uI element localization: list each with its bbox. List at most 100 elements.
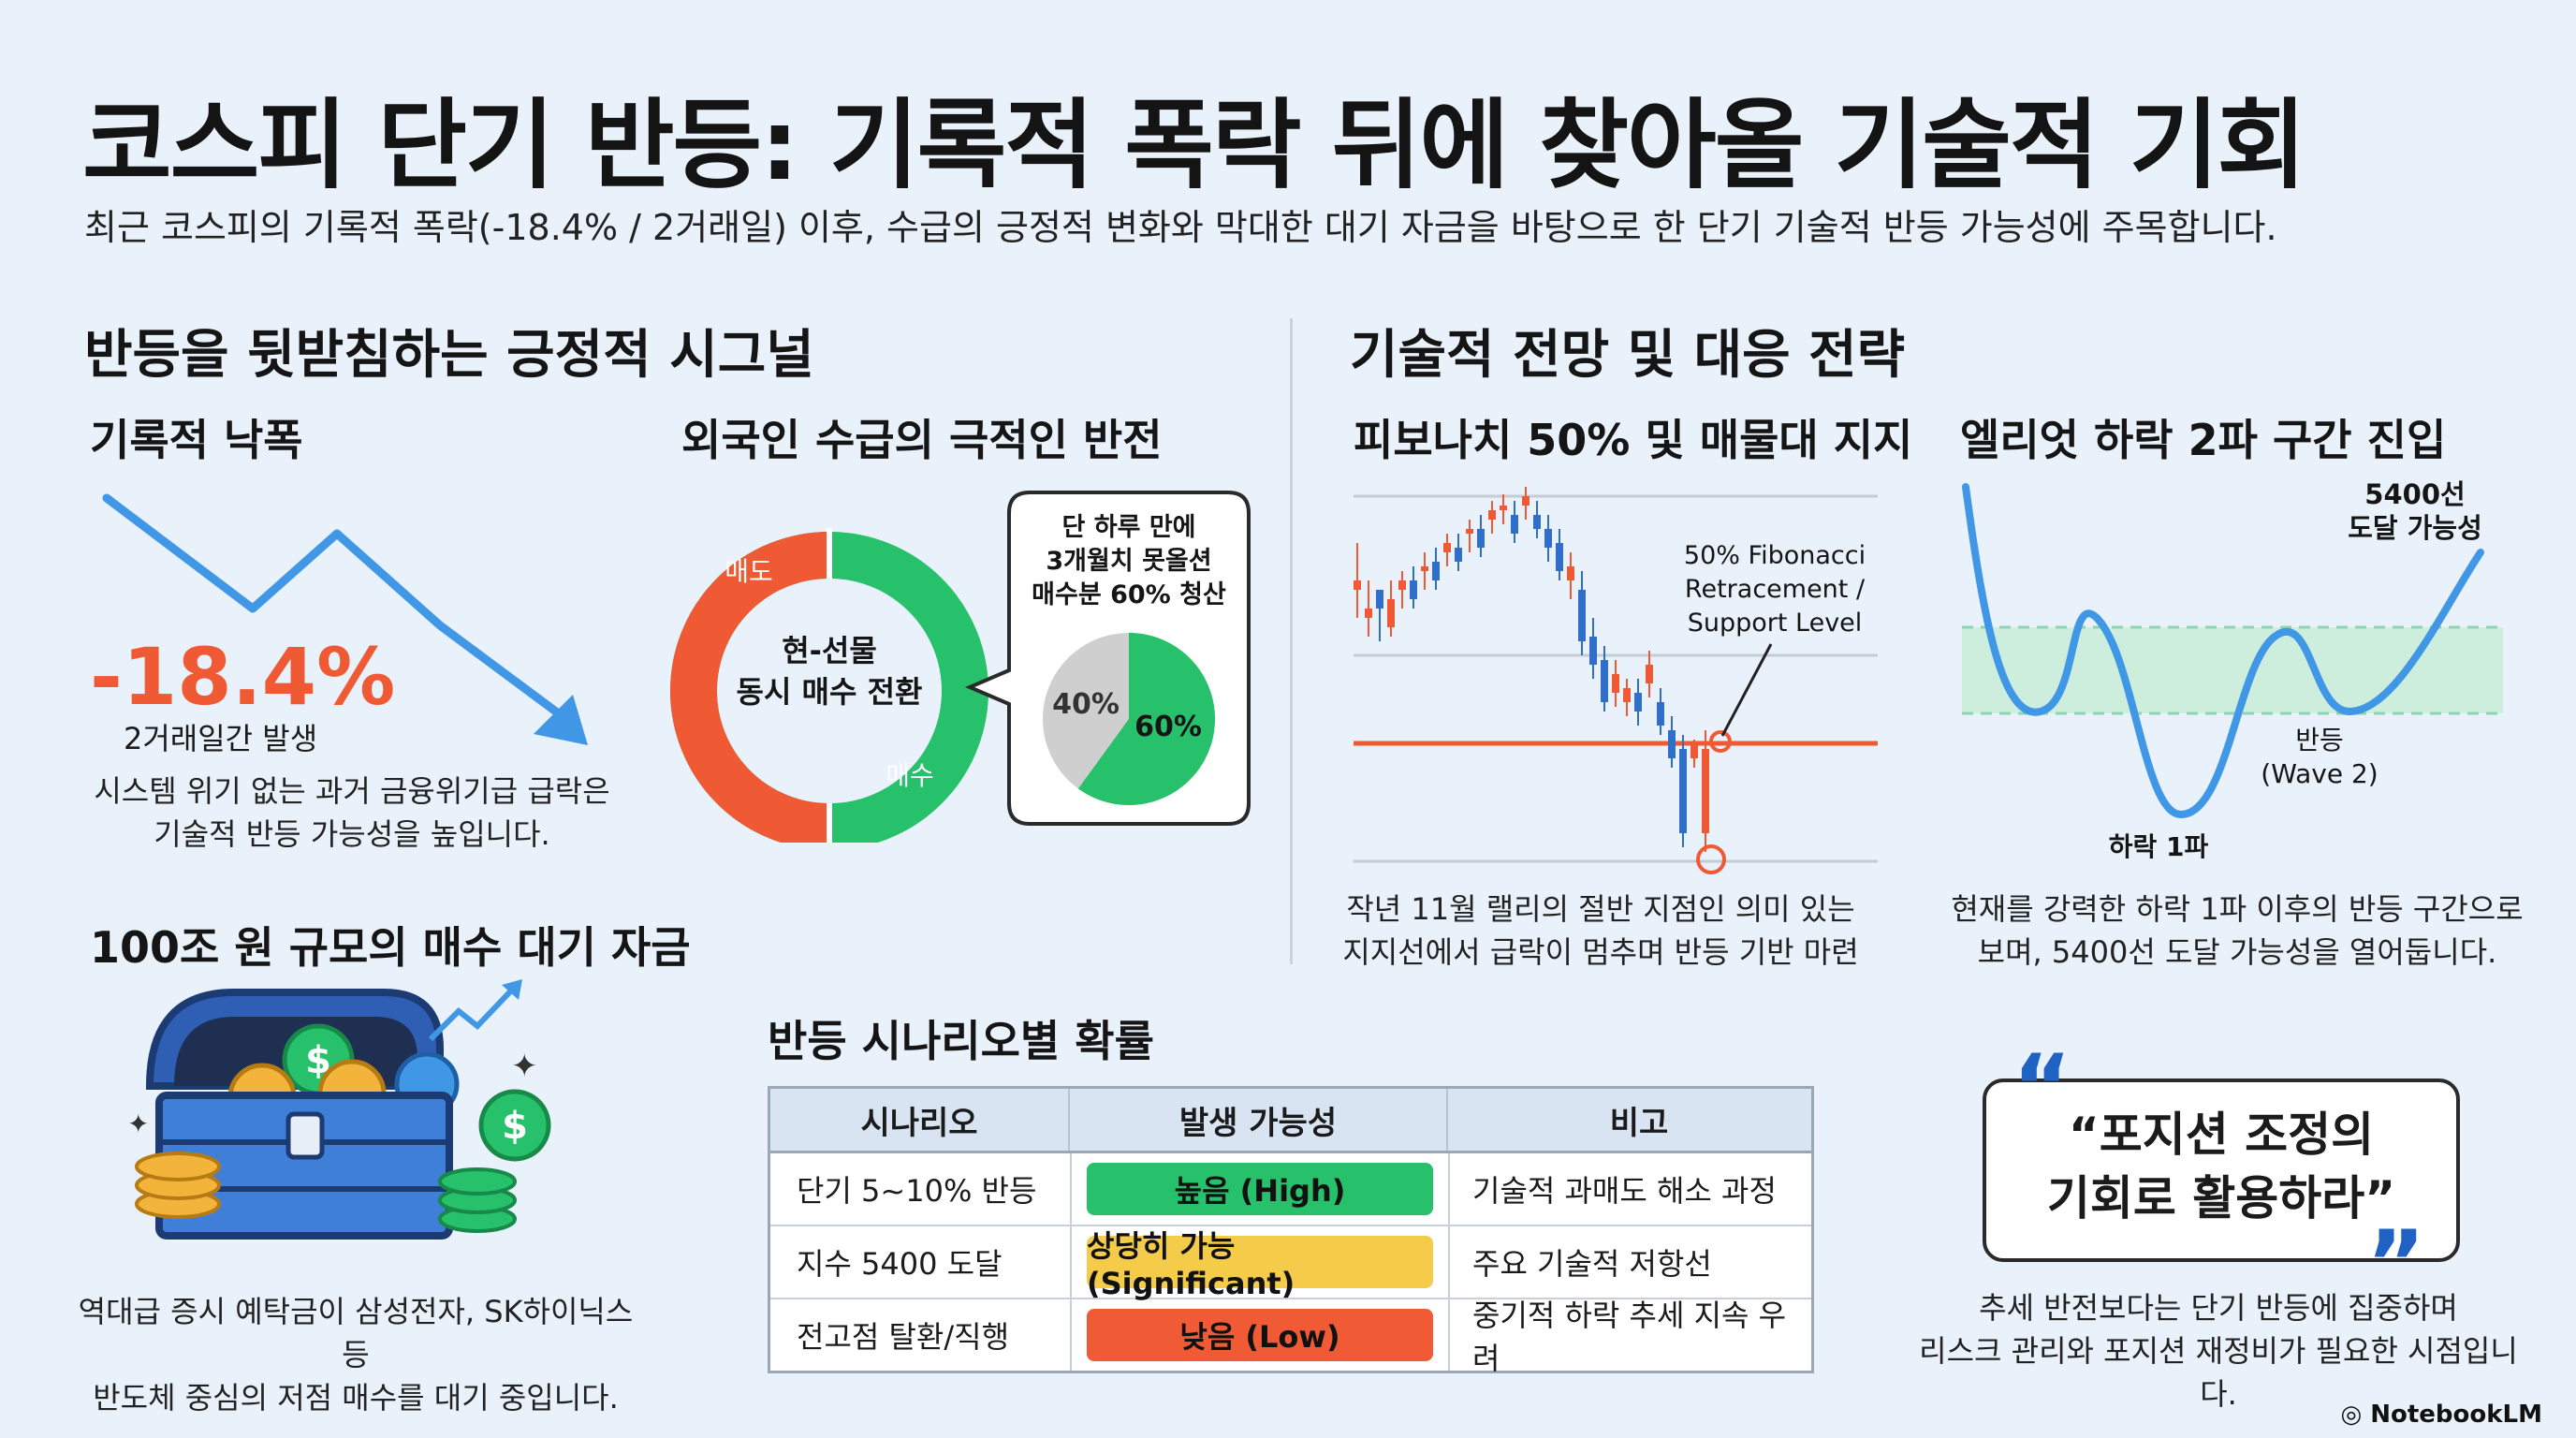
fib-heading: 피보나치 50% 및 매물대 지지 (1354, 415, 1913, 465)
fibonacci-candle-chart: 50% Fibonacci Retracement / Support Leve… (1354, 487, 1878, 874)
drop-description: 시스템 위기 없는 과거 금융위기급 급락은 기술적 반등 가능성을 높입니다. (90, 770, 614, 856)
left-section-heading: 반등을 뒷받침하는 긍정적 시그널 (84, 325, 814, 386)
candle-body (1488, 510, 1496, 520)
candle-body (1567, 566, 1574, 580)
candle-body (1668, 730, 1676, 758)
pie-label-40: 40% (1052, 688, 1120, 721)
drop-heading: 기록적 낙폭 (90, 415, 303, 465)
candlesticks (1354, 487, 1709, 852)
candle-body (1455, 548, 1462, 562)
fib-description: 작년 11월 랠리의 절반 지점인 의미 있는 지지선에서 급락이 멈추며 반등… (1320, 888, 1881, 974)
quote-line1: “포지션 조정의 (2068, 1108, 2375, 1162)
close-quote-icon: ” (2366, 1211, 2426, 1316)
donut-center-line2: 동시 매수 전환 (737, 674, 923, 710)
candle-body (1477, 529, 1485, 548)
elliott-desc-line2: 보며, 5400선 도달 가능성을 열어둡니다. (1977, 934, 2497, 970)
sparkle-icon: ✦ (511, 1048, 538, 1085)
candle-body (1443, 543, 1451, 552)
candle-body (1398, 580, 1406, 590)
pie-slice-60 (1077, 633, 1215, 805)
svg-text:$: $ (502, 1105, 528, 1148)
candle-body (1365, 609, 1372, 618)
candle-body (1612, 674, 1619, 693)
probability-badge-low: 낮음 (Low) (1087, 1309, 1433, 1361)
up-arrow-icon (428, 984, 518, 1042)
scenario-cell: 전고점 탈환/직행 (797, 1319, 1010, 1355)
column-header-scenario: 시나리오 (770, 1089, 1070, 1151)
sparkle-icon-left: ✦ (127, 1108, 149, 1139)
logo-text: NotebookLM (2370, 1401, 2542, 1429)
candle-body (1354, 580, 1361, 590)
quote-text: “포지션 조정의 기회로 활용하라” (1986, 1103, 2456, 1230)
candle-body (1690, 744, 1698, 758)
elliott-heading: 엘리엇 하락 2파 구간 진입 (1960, 415, 2447, 465)
candle-body (1623, 688, 1631, 702)
candle-body (1511, 515, 1518, 534)
open-quote-icon: “ (2012, 1035, 2072, 1140)
donut-sell-label: 매도 (724, 556, 773, 587)
fib-annotation-line3: Support Level (1688, 609, 1863, 638)
section-divider (1290, 318, 1293, 964)
drop-trend-line (102, 493, 576, 727)
fib-annotation-line2: Retracement / (1685, 575, 1866, 604)
candle-body (1544, 529, 1552, 548)
coin-stack-left-icon (135, 1152, 221, 1219)
candle-body (1679, 749, 1687, 833)
drop-desc-line2: 기술적 반등 가능성을 높입니다. (154, 816, 550, 852)
candle-body (1646, 665, 1653, 683)
candle-body (1601, 660, 1608, 702)
page-subtitle: 최근 코스피의 기록적 폭락(-18.4% / 2거래일) 이후, 수급의 긍정… (84, 207, 2277, 248)
candle-body (1589, 637, 1597, 665)
quote-line2: 기회로 활용하라” (2046, 1171, 2396, 1225)
cash-heading: 100조 원 규모의 매수 대기 자금 (90, 922, 691, 973)
down-arrow-icon (534, 695, 588, 745)
wave2-label-line1: 반등 (2295, 725, 2344, 756)
candle-body (1578, 590, 1586, 641)
note-cell: 중기적 하락 추세 지속 우려 (1472, 1298, 1787, 1376)
probability-badge-significant: 상당히 가능 (Significant) (1087, 1228, 1433, 1301)
elliott-desc-line1: 현재를 강력한 하락 1파 이후의 반등 구간으로 (1951, 891, 2524, 927)
probability-badge-high: 높음 (High) (1087, 1163, 1433, 1215)
candle-body (1421, 566, 1428, 571)
candle-body (1556, 543, 1563, 571)
support-touch-marker (1696, 844, 1726, 874)
cash-desc-line1: 역대급 증시 예탁금이 삼성전자, SK하이닉스 등 (78, 1294, 634, 1372)
table-header: 시나리오 발생 가능성 비고 (770, 1089, 1811, 1153)
table-row: 전고점 탈환/직행 낮음 (Low) 중기적 하락 추세 지속 우려 (770, 1298, 1811, 1376)
column-header-probability: 발생 가능성 (1070, 1089, 1448, 1151)
candle-body (1466, 529, 1473, 534)
drop-arrow-chart (102, 493, 588, 745)
page-title: 코스피 단기 반등: 기록적 폭락 뒤에 찾아올 기술적 기회 (82, 88, 2306, 202)
wave2-label-line2: (Wave 2) (2261, 758, 2378, 789)
donut-center-line1: 현-선물 (782, 633, 877, 668)
elliott-wave-chart: 5400선 도달 가능성 반등 (Wave 2) 하락 1파 (1962, 478, 2503, 862)
bubble-line3: 매수분 60% 청산 (1032, 580, 1226, 609)
wave1-label: 하락 1파 (2109, 831, 2209, 862)
coin-stack-right-icon (438, 1167, 517, 1233)
scenario-heading: 반등 시나리오별 확률 (768, 1016, 1154, 1066)
right-section-heading: 기술적 전망 및 대응 전략 (1350, 325, 1906, 386)
quote-box: “포지션 조정의 기회로 활용하라” (1983, 1078, 2460, 1262)
drop-value: -18.4% (90, 631, 396, 723)
bubble-line1: 단 하루 만에 (1062, 513, 1196, 542)
fib-desc-line2: 지지선에서 급락이 멈추며 반등 기반 마련 (1342, 934, 1859, 970)
cash-description: 역대급 증시 예탁금이 삼성전자, SK하이닉스 등 반도체 중심의 저점 매수… (75, 1290, 637, 1419)
fib-annotation-line1: 50% Fibonacci (1684, 541, 1866, 570)
pie-label-60: 60% (1134, 711, 1202, 743)
column-header-note: 비고 (1609, 1104, 1669, 1142)
bubble-line2: 3개월치 못올션 (1046, 547, 1211, 576)
foreign-flow-chart: 매도 매수 현-선물 동시 매수 전환 단 하루 만에 3개월치 못올션 매수분… (670, 491, 1251, 843)
foreign-heading: 외국인 수급의 극적인 반전 (681, 415, 1163, 465)
candle-body (1376, 590, 1383, 609)
scenario-cell: 지수 5400 도달 (797, 1246, 1003, 1282)
lock-icon (285, 1111, 325, 1160)
quote-desc-line1: 추세 반전보다는 단기 반등에 집중하며 (1979, 1290, 2458, 1326)
candle-body (1634, 693, 1642, 712)
candle-body (1657, 702, 1664, 726)
scenario-cell: 단기 5~10% 반등 (797, 1173, 1037, 1209)
fib-desc-line1: 작년 11월 랠리의 절반 지점인 의미 있는 (1346, 891, 1855, 927)
fib-point-marker (1709, 730, 1732, 753)
candle-body (1500, 506, 1507, 510)
notebooklm-logo: ◎ NotebookLM (2340, 1401, 2542, 1429)
target-label-line2: 도달 가능성 (2348, 512, 2482, 544)
